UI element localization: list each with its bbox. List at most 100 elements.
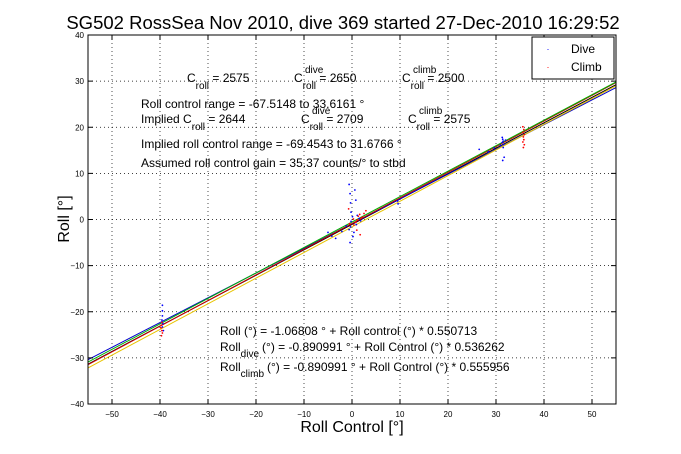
data-point-climb	[161, 332, 164, 334]
fit-equation-all: Roll (°) = -1.06808 ° + Roll control (°)…	[220, 324, 478, 338]
data-point-dive	[349, 241, 351, 244]
data-point-dive	[501, 136, 504, 139]
legend-box	[531, 36, 615, 80]
data-point-dive	[354, 199, 357, 202]
data-point-climb	[359, 233, 362, 236]
data-point-dive	[162, 329, 165, 332]
data-point-climb	[160, 324, 163, 327]
data-point-climb	[353, 224, 355, 226]
y-tick-label: −40	[70, 400, 84, 409]
data-point-dive	[501, 141, 504, 144]
data-point-climb	[522, 128, 525, 131]
data-point-dive	[501, 138, 504, 141]
legend-marker-dive: ·	[547, 44, 550, 54]
data-point-climb	[356, 219, 359, 221]
y-tick-label: −10	[70, 262, 84, 271]
data-point-climb	[523, 143, 526, 146]
data-point-dive	[330, 235, 333, 238]
fit-equation-dive: Rolldive(°) = -0.890991 ° + Roll Control…	[220, 340, 505, 360]
data-point-climb	[161, 321, 163, 324]
data-point-dive	[351, 215, 354, 218]
y-axis-ticks: −40 −30 −20 −10 0 10 20 30 40	[70, 31, 616, 409]
data-point-dive	[502, 146, 505, 149]
implied-roll-control-range: Implied roll control range = -69.4543 to…	[141, 137, 402, 151]
data-point-dive	[478, 148, 481, 151]
c-roll-climb: Croll = 2500	[402, 71, 465, 92]
data-point-dive	[345, 225, 348, 227]
y-axis-label: Roll [°]	[56, 195, 73, 242]
data-point-dive	[161, 319, 163, 321]
data-point-dive	[350, 220, 352, 223]
data-point-climb	[357, 215, 360, 218]
x-axis-ticks: −50 −40 −30 −20 −10 0 10 20 30 40 50	[105, 35, 597, 419]
data-point-climb	[521, 131, 524, 134]
data-point-climb	[522, 136, 525, 138]
data-point-climb	[523, 133, 526, 136]
data-point-dive	[353, 189, 356, 191]
grid-lines	[88, 35, 616, 404]
implied-c-roll-dive: Croll = 2709	[301, 112, 364, 133]
y-tick-label: 20	[75, 123, 84, 132]
data-point-climb	[521, 125, 524, 128]
data-point-dive	[348, 228, 351, 231]
fit-line	[87, 81, 617, 363]
data-point-dive	[501, 159, 504, 162]
x-tick-label: 50	[588, 410, 597, 419]
y-tick-label: 40	[75, 31, 84, 40]
data-point-dive	[353, 231, 355, 234]
data-point-climb	[521, 141, 524, 143]
data-point-dive	[350, 211, 352, 214]
data-point-climb	[160, 326, 162, 329]
data-point-dive	[334, 237, 337, 240]
x-tick-label: −30	[201, 410, 215, 419]
roll-control-range: Roll control range = -67.5148 to 33.6161…	[141, 97, 364, 111]
data-point-climb	[522, 138, 525, 141]
y-tick-label: −20	[70, 308, 84, 317]
fit-line	[87, 82, 617, 366]
implied-c-roll-climb-superscript: climb	[419, 106, 443, 117]
data-point-climb	[358, 213, 361, 216]
legend: · Dive · Climb	[531, 36, 615, 80]
c-roll-dive: Croll = 2650	[294, 71, 357, 92]
assumed-roll-control-gain: Assumed roll control gain = 35.37 counts…	[141, 156, 406, 170]
data-point-dive	[503, 156, 506, 159]
data-point-dive	[348, 183, 351, 186]
data-point-dive	[161, 326, 164, 328]
y-tick-label: 30	[75, 77, 84, 86]
x-tick-label: −20	[249, 410, 263, 419]
data-point-dive	[327, 231, 329, 234]
x-tick-label: −10	[297, 410, 311, 419]
annotations: Croll = 2575 dive Croll = 2650 climb Cro…	[141, 65, 510, 380]
data-point-climb	[348, 222, 351, 225]
data-point-dive	[161, 322, 164, 325]
data-point-climb	[522, 146, 525, 149]
data-point-dive	[161, 315, 164, 317]
implied-c-roll: Implied Croll = 2644	[141, 112, 246, 133]
data-point-climb	[355, 229, 358, 232]
x-axis-label: Roll Control [°]	[300, 419, 403, 436]
data-point-climb	[161, 329, 163, 332]
c-roll-dive-superscript: dive	[305, 65, 324, 76]
legend-marker-climb: ·	[547, 62, 550, 72]
data-point-dive	[487, 150, 490, 153]
y-tick-label: 10	[75, 169, 84, 178]
data-point-dive	[499, 144, 502, 147]
data-point-dive	[502, 140, 505, 142]
data-point-dive	[349, 201, 352, 204]
data-point-dive	[341, 230, 343, 233]
c-roll-main: Croll = 2575	[187, 71, 250, 92]
data-point-dive	[349, 225, 352, 228]
legend-label-dive: Dive	[571, 42, 595, 56]
data-point-dive	[349, 192, 351, 195]
chart-title: SG502 RossSea Nov 2010, dive 369 started…	[66, 12, 619, 33]
data-point-dive	[502, 143, 505, 146]
implied-c-roll-dive-superscript: dive	[312, 106, 331, 117]
data-point-dive	[355, 223, 358, 226]
data-point-climb	[354, 221, 357, 224]
data-point-dive	[161, 304, 164, 307]
data-points	[160, 125, 526, 337]
data-point-dive	[493, 147, 495, 149]
data-point-climb	[160, 334, 163, 337]
fit-line	[87, 85, 617, 369]
